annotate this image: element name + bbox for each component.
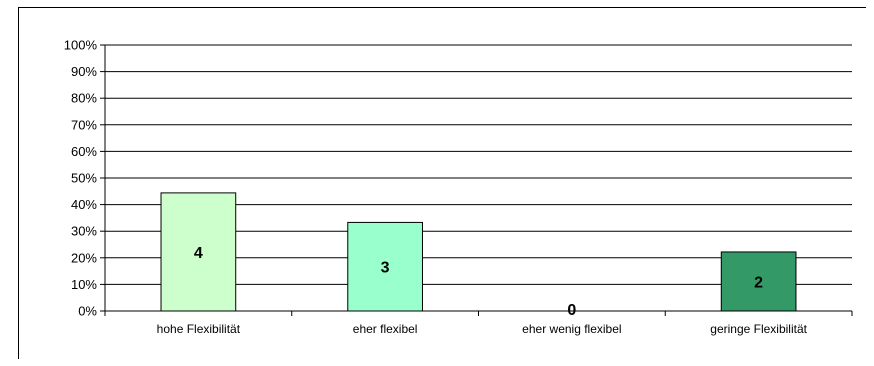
data-label: 0 (567, 302, 576, 319)
data-label: 3 (381, 260, 390, 277)
y-tick-label: 90% (71, 64, 97, 79)
x-tick-label: geringe Flexibilität (710, 322, 807, 336)
y-tick-label: 80% (71, 91, 97, 106)
x-tick-label: eher wenig flexibel (522, 322, 621, 336)
y-tick-label: 50% (71, 171, 97, 186)
bar (160, 192, 237, 312)
y-tick-label: 10% (71, 277, 97, 292)
chart-frame (18, 7, 866, 359)
x-tick-label: eher flexibel (353, 322, 418, 336)
y-tick-label: 60% (71, 144, 97, 159)
y-tick-label: 100% (64, 38, 98, 53)
x-tick-label: hohe Flexibilität (157, 322, 241, 336)
y-tick-label: 30% (71, 224, 97, 239)
y-tick-label: 70% (71, 117, 97, 132)
bar (347, 221, 423, 312)
bar (720, 251, 797, 312)
data-label: 4 (194, 245, 203, 262)
y-tick-label: 20% (71, 250, 97, 265)
y-tick-label: 0% (78, 304, 97, 319)
y-tick-label: 40% (71, 197, 97, 212)
data-label: 2 (754, 274, 763, 291)
